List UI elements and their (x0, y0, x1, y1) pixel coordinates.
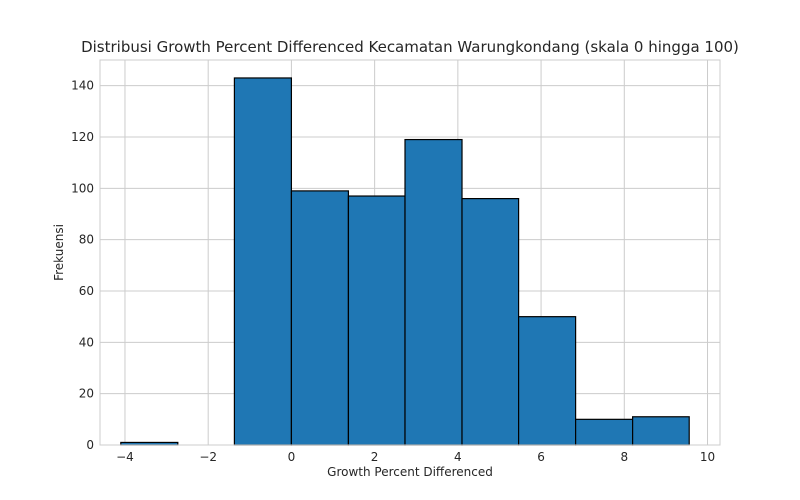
y-tick-label: 20 (79, 387, 94, 401)
y-tick-label: 140 (71, 79, 94, 93)
y-tick-label: 40 (79, 335, 94, 349)
x-tick-label: 4 (454, 450, 462, 464)
histogram-bar (575, 418, 634, 446)
x-tick-label: 0 (288, 450, 296, 464)
histogram-bar (290, 190, 350, 446)
histogram-bar (632, 416, 690, 446)
x-tick-label: 8 (620, 450, 628, 464)
y-tick-label: 0 (86, 438, 94, 452)
histogram-bar (518, 316, 577, 446)
y-tick-label: 60 (79, 284, 94, 298)
x-tick-label: 10 (700, 450, 715, 464)
plot-frame (99, 59, 721, 446)
y-tick-label: 100 (71, 181, 94, 195)
x-tick-label: 2 (371, 450, 379, 464)
x-tick-label: −2 (199, 450, 217, 464)
y-tick-label: 80 (79, 233, 94, 247)
x-axis-label: Growth Percent Differenced (327, 465, 493, 479)
x-tick-labels: −4 −2 0 2 4 6 8 10 (116, 450, 715, 464)
chart-title: Distribusi Growth Percent Differenced Ke… (81, 38, 739, 56)
y-tick-label: 120 (71, 130, 94, 144)
histogram-bars (120, 77, 690, 446)
histogram-bar (347, 195, 406, 446)
histogram-bar (461, 198, 520, 446)
y-axis-label: Frekuensi (52, 224, 66, 281)
y-tick-labels: 0 20 40 60 80 100 120 140 (71, 79, 94, 452)
x-tick-label: 6 (537, 450, 545, 464)
x-tick-label: −4 (116, 450, 134, 464)
histogram-bar (404, 138, 463, 446)
histogram-bar (233, 77, 293, 446)
